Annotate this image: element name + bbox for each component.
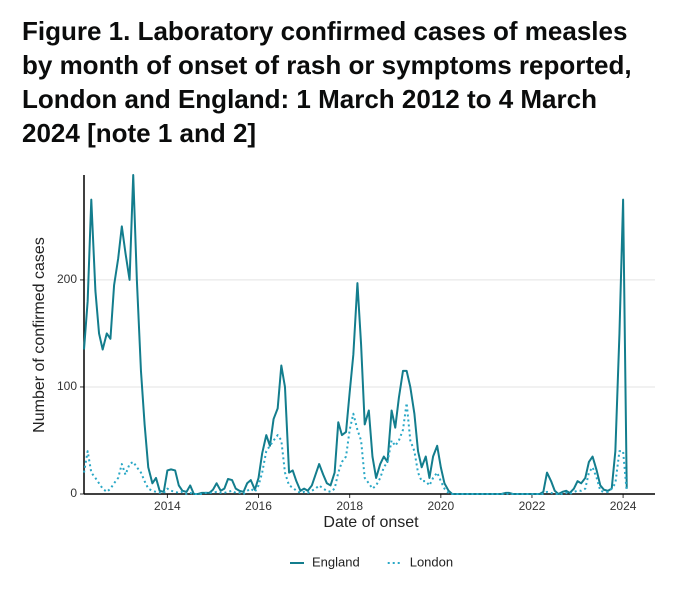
y-tick-label: 200 — [57, 272, 77, 286]
x-tick-label: 2020 — [427, 499, 454, 513]
legend-label: London — [410, 554, 453, 569]
x-tick-label: 2018 — [336, 499, 363, 513]
legend-label: England — [312, 554, 360, 569]
x-axis-label: Date of onset — [323, 514, 419, 531]
x-tick-label: 2014 — [154, 499, 181, 513]
x-tick-label: 2024 — [610, 499, 637, 513]
y-tick-label: 0 — [70, 486, 77, 500]
y-tick-label: 100 — [57, 379, 77, 393]
y-axis-label: Number of confirmed cases — [31, 237, 48, 433]
series-line — [83, 174, 628, 495]
chart-title: Figure 1. Laboratory confirmed cases of … — [22, 16, 632, 148]
x-tick-label: 2016 — [245, 499, 272, 513]
x-tick-label: 2022 — [519, 499, 546, 513]
